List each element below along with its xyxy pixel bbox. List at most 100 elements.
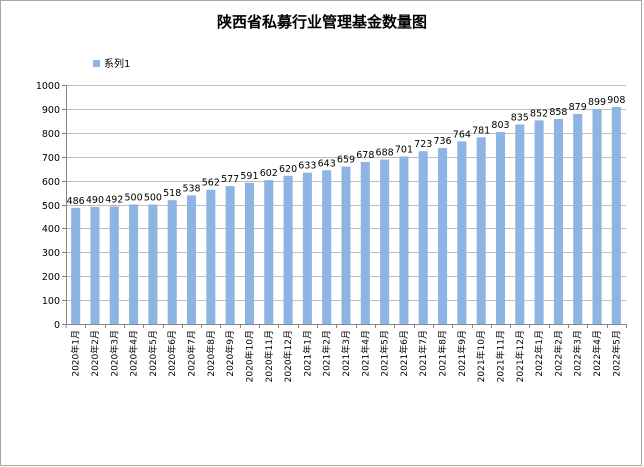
bar	[515, 124, 525, 324]
x-tick-label: 2020年7月	[186, 330, 198, 377]
bar	[438, 148, 448, 324]
chart-title: 陕西省私募行业管理基金数量图	[217, 13, 427, 31]
bar	[186, 195, 197, 324]
x-tick-label: 2020年1月	[70, 330, 82, 377]
bar	[553, 118, 563, 324]
x-tick-label: 2022年2月	[552, 330, 564, 377]
data-label: 486	[67, 196, 85, 207]
data-label: 490	[86, 195, 104, 206]
data-label: 577	[221, 174, 239, 185]
data-label: 659	[337, 154, 355, 165]
x-tick-label: 2020年10月	[243, 330, 255, 382]
bar	[534, 120, 544, 324]
bar	[71, 207, 81, 324]
bar	[302, 172, 312, 324]
bar	[592, 109, 602, 324]
data-label: 908	[607, 95, 625, 106]
x-tick-label: 2021年10月	[475, 330, 487, 382]
bar	[380, 159, 390, 324]
bar	[109, 206, 119, 324]
y-axis-ticks: 0 100 200 300 400 500 600 700 800 900 1000	[36, 81, 66, 331]
x-axis-ticks: 2020年1月 2020年2月 2020年3月 2020年4月 2020年5月 2020年…	[65, 324, 627, 382]
bar	[457, 141, 467, 324]
data-label: 633	[298, 161, 316, 172]
x-tick-label: 2021年7月	[417, 330, 429, 377]
x-tick-label: 2020年6月	[166, 330, 178, 377]
y-tick-label: 500	[42, 201, 60, 212]
x-tick-label: 2020年12月	[282, 330, 294, 382]
data-label: 879	[569, 102, 587, 113]
x-tick-label: 2021年8月	[437, 330, 449, 377]
data-label: 764	[453, 129, 471, 140]
x-tick-label: 2021年2月	[321, 330, 333, 377]
y-tick-label: 100	[42, 296, 60, 307]
x-tick-label: 2021年11月	[494, 330, 506, 382]
y-tick-label: 700	[42, 153, 60, 164]
bar	[341, 166, 351, 324]
bar	[225, 186, 235, 324]
data-label: 835	[511, 112, 529, 123]
bar	[244, 182, 254, 324]
data-label: 492	[105, 194, 123, 205]
y-tick-label: 900	[42, 105, 60, 116]
y-tick-label: 0	[54, 320, 60, 331]
x-tick-label: 2021年12月	[514, 330, 526, 382]
data-label: 620	[279, 164, 297, 175]
y-tick-label: 300	[42, 248, 60, 259]
x-tick-label: 2021年4月	[359, 330, 371, 377]
x-tick-label: 2021年1月	[301, 330, 313, 377]
x-tick-label: 2021年3月	[340, 330, 352, 377]
data-label: 781	[472, 125, 490, 136]
data-label: 500	[125, 193, 143, 204]
x-tick-label: 2021年6月	[398, 330, 410, 377]
data-label: 852	[530, 108, 548, 119]
bar	[148, 204, 158, 324]
data-label: 858	[549, 107, 567, 118]
x-tick-label: 2022年4月	[591, 330, 603, 377]
bars	[71, 106, 621, 324]
data-label: 591	[240, 171, 258, 182]
x-tick-label: 2020年11月	[263, 330, 275, 382]
data-label: 701	[395, 144, 413, 155]
bar	[360, 161, 370, 324]
x-tick-label: 2022年3月	[572, 330, 584, 377]
bar	[129, 204, 139, 324]
data-label: 602	[260, 168, 278, 179]
bar	[167, 200, 177, 324]
legend: 系列1	[93, 57, 130, 70]
data-label: 562	[202, 178, 220, 189]
bar	[283, 175, 293, 324]
bar	[264, 180, 274, 324]
x-tick-label: 2021年5月	[379, 330, 391, 377]
y-tick-label: 800	[42, 129, 60, 140]
x-tick-label: 2020年9月	[224, 330, 236, 377]
x-tick-label: 2020年2月	[89, 330, 101, 377]
x-tick-label: 2020年4月	[128, 330, 140, 377]
bar	[90, 206, 100, 324]
data-label: 538	[182, 183, 200, 194]
y-tick-label: 200	[42, 272, 60, 283]
data-label: 643	[318, 158, 336, 169]
bar	[476, 137, 486, 324]
data-label: 678	[356, 150, 374, 161]
data-label: 500	[144, 193, 162, 204]
legend-label: 系列1	[104, 57, 130, 70]
y-tick-label: 600	[42, 177, 60, 188]
bar	[611, 106, 621, 324]
bar	[573, 113, 583, 324]
legend-swatch	[93, 60, 100, 67]
data-label: 803	[491, 120, 509, 131]
data-label: 518	[163, 188, 181, 199]
x-tick-label: 2022年5月	[610, 330, 622, 377]
data-label: 688	[376, 148, 394, 159]
data-label: 723	[414, 139, 432, 150]
x-tick-label: 2020年3月	[108, 330, 120, 377]
y-tick-label: 400	[42, 224, 60, 235]
axes	[66, 85, 626, 325]
data-label: 736	[433, 136, 451, 147]
bar	[399, 156, 409, 324]
bar	[495, 132, 506, 324]
